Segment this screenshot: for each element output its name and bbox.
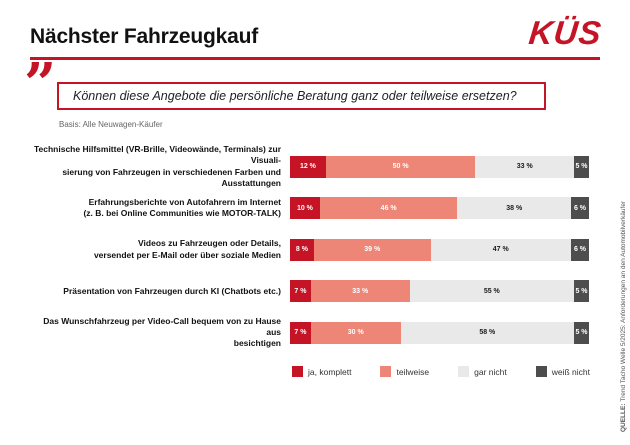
- basis-note: Basis: Alle Neuwagen-Käufer: [59, 120, 163, 129]
- bar-segment: 58 %: [400, 321, 575, 344]
- stacked-bar: 10 % 46 % 38 % 6 %: [290, 197, 589, 220]
- legend-label: weiß nicht: [551, 366, 590, 377]
- bar-segment: 46 %: [319, 197, 458, 220]
- stacked-bar-chart: Technische Hilfsmittel (VR-Brille, Video…: [30, 143, 589, 354]
- legend-swatch: [380, 366, 392, 377]
- stacked-bar: 7 % 33 % 55 % 5 %: [290, 280, 589, 303]
- bar-segment: 7 %: [290, 321, 311, 344]
- legend-item: teilweise: [380, 366, 429, 377]
- quote-box: Können diese Angebote die persönliche Be…: [57, 82, 546, 110]
- bar-segment: 39 %: [313, 238, 431, 261]
- bar-segment: 47 %: [430, 238, 572, 261]
- source-text: Trend Tacho Welle 5/2025: Anforderungen …: [620, 200, 627, 402]
- category-label: Das Wunschfahrzeug per Video-Call bequem…: [43, 315, 281, 349]
- bar-segment: 6 %: [571, 197, 589, 220]
- category-label: Präsentation von Fahrzeugen durch KI (Ch…: [63, 285, 281, 296]
- stacked-bar: 7 % 30 % 58 % 5 %: [290, 321, 589, 344]
- bar-segment: 33 %: [475, 155, 575, 178]
- chart-row: Videos zu Fahrzeugen oder Details, versen…: [30, 229, 589, 271]
- category-label: Videos zu Fahrzeugen oder Details, versen…: [93, 238, 281, 260]
- bar-segment: 10 %: [290, 197, 320, 220]
- bar-segment: 50 %: [325, 155, 476, 178]
- legend-label: teilweise: [396, 366, 430, 377]
- legend-item: gar nicht: [458, 366, 507, 377]
- legend-swatch: [535, 366, 547, 377]
- bar-segment: 5 %: [574, 280, 589, 303]
- chart-row: Technische Hilfsmittel (VR-Brille, Video…: [30, 143, 589, 189]
- chart-row: Das Wunschfahrzeug per Video-Call bequem…: [30, 312, 589, 354]
- source-label: QUELLE:: [620, 403, 627, 432]
- legend-label: ja, komplett: [308, 366, 352, 377]
- quote-icon: ”: [24, 51, 57, 117]
- bar-segment: 38 %: [457, 197, 572, 220]
- legend-item: ja, komplett: [292, 366, 351, 377]
- kues-logo: KÜS: [527, 14, 604, 51]
- chart-row: Präsentation von Fahrzeugen durch KI (Ch…: [30, 271, 589, 313]
- source-note: QUELLE: Trend Tacho Welle 5/2025: Anford…: [620, 178, 627, 432]
- stacked-bar: 8 % 39 % 47 % 6 %: [290, 238, 589, 261]
- bar-segment: 12 %: [290, 155, 326, 178]
- bar-segment: 5 %: [574, 321, 589, 344]
- chart-legend: ja, komplett teilweise gar nicht weiß nicht: [292, 366, 590, 377]
- bar-segment: 7 %: [290, 280, 311, 303]
- chart-row: Erfahrungsberichte von Autofahrern im In…: [30, 188, 589, 230]
- bar-segment: 8 %: [290, 238, 314, 261]
- bar-segment: 5 %: [574, 155, 589, 178]
- category-label: Technische Hilfsmittel (VR-Brille, Video…: [33, 143, 281, 189]
- legend-item: weiß nicht: [535, 366, 590, 377]
- bar-segment: 30 %: [310, 321, 401, 344]
- bar-segment: 6 %: [571, 238, 589, 261]
- legend-label: gar nicht: [474, 366, 507, 377]
- page-title: Nächster Fahrzeugkauf: [30, 25, 259, 48]
- header-divider: [30, 57, 600, 60]
- stacked-bar: 12 % 50 % 33 % 5 %: [290, 155, 589, 178]
- category-label: Erfahrungsberichte von Autofahrern im In…: [83, 196, 281, 219]
- bar-segment: 55 %: [409, 280, 575, 303]
- legend-swatch: [292, 366, 303, 377]
- quote-text: Können diese Angebote die persönliche Be…: [73, 89, 517, 103]
- legend-swatch: [458, 366, 470, 377]
- bar-segment: 33 %: [310, 280, 410, 303]
